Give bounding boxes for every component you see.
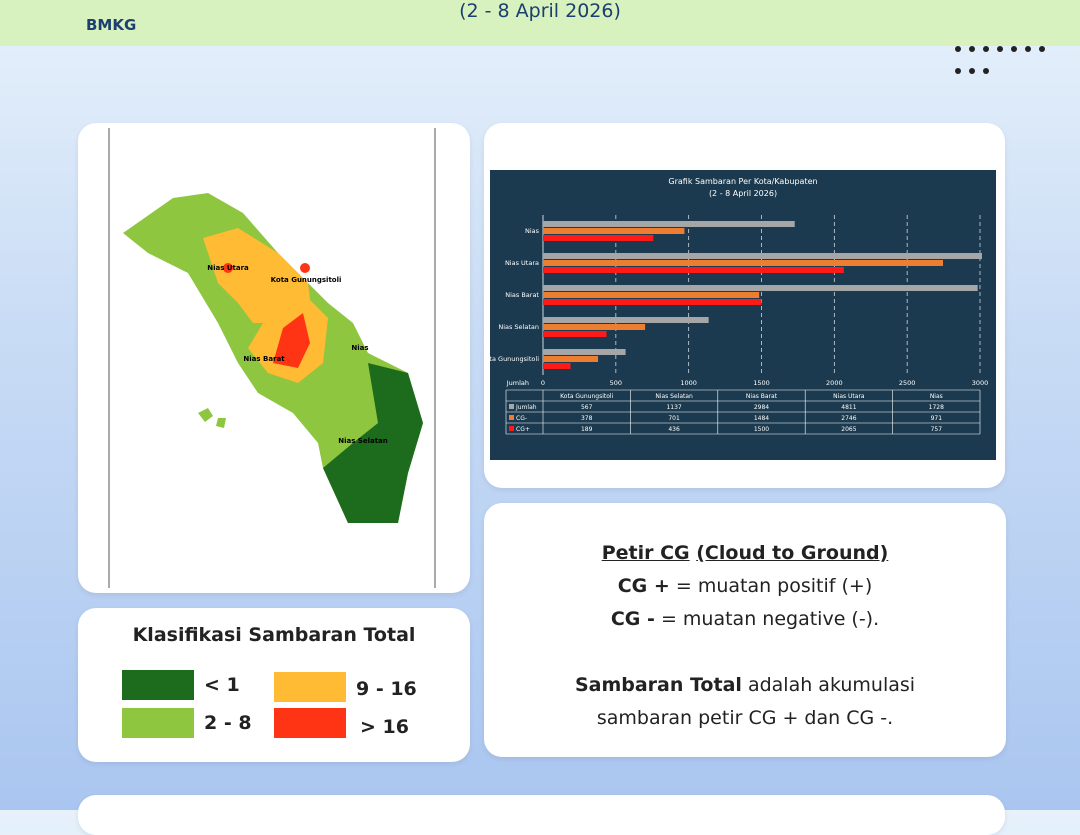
map-label: Nias Selatan xyxy=(338,437,388,445)
table-value: 1137 xyxy=(666,404,681,411)
bar xyxy=(543,253,982,259)
info-text: adalah akumulasi xyxy=(747,674,916,696)
map-label: Kota Gunungsitoli xyxy=(271,276,342,284)
table-value: 757 xyxy=(931,426,943,433)
table-header: Nias xyxy=(930,393,943,400)
bar xyxy=(543,221,795,227)
bar xyxy=(543,285,978,291)
table-value: 1728 xyxy=(929,404,944,411)
table-value: 2746 xyxy=(841,415,856,422)
x-axis-label: Jumlah xyxy=(506,379,529,387)
legend-label: Jumlah xyxy=(515,404,537,411)
bar xyxy=(543,267,844,273)
chart: Grafik Sambaran Per Kota/Kabupaten (2 - … xyxy=(482,170,996,460)
x-tick-label: 2500 xyxy=(899,379,916,387)
legend-label: CG- xyxy=(516,415,527,422)
next-card xyxy=(78,795,1005,835)
x-tick-label: 1500 xyxy=(753,379,770,387)
x-tick-label: 2000 xyxy=(826,379,843,387)
legend-label: 2 - 8 xyxy=(204,712,252,734)
table-value: 189 xyxy=(581,426,593,433)
info-text: = muatan positif (+) xyxy=(675,575,873,597)
table-header: Nias Utara xyxy=(833,393,865,400)
table-value: 1484 xyxy=(754,415,769,422)
x-tick-label: 1000 xyxy=(680,379,697,387)
info-text: sambaran petir CG + dan CG -. xyxy=(596,707,894,729)
y-tick-label: Nias Utara xyxy=(505,259,539,267)
table-header: Nias Barat xyxy=(746,393,778,400)
bar xyxy=(543,299,762,305)
bar xyxy=(543,363,571,369)
legend-label: < 1 xyxy=(204,674,240,696)
bar xyxy=(543,260,944,266)
legend-card: Klasifikasi Sambaran Total < 1 2 - 8 9 - 1… xyxy=(78,608,470,762)
bar xyxy=(543,331,607,337)
chart-title: Grafik Sambaran Per Kota/Kabupaten xyxy=(668,177,817,186)
info-heading: (Cloud to Ground) xyxy=(696,542,889,564)
bar xyxy=(543,228,685,234)
table-value: 1500 xyxy=(754,426,769,433)
info-term: CG - xyxy=(610,608,655,630)
map: Nias Utara Kota Gunungsitoli Nias Barat … xyxy=(108,128,436,588)
bar xyxy=(543,349,626,355)
legend-title: Klasifikasi Sambaran Total xyxy=(132,624,416,646)
info-heading: Petir CG xyxy=(601,542,690,564)
legend-label: CG+ xyxy=(516,426,530,433)
info-term: CG + xyxy=(617,575,670,597)
table-value: 378 xyxy=(581,415,593,422)
chart-subtitle: (2 - 8 April 2026) xyxy=(709,189,777,198)
x-tick-label: 0 xyxy=(541,379,545,387)
decor-dots xyxy=(955,46,1065,90)
table-value: 4811 xyxy=(841,404,856,411)
legend-swatch xyxy=(509,404,514,409)
info-card: Petir CG (Cloud to Ground) CG + = muatan… xyxy=(484,503,1006,757)
legend-label: > 16 xyxy=(360,716,409,738)
legend-label: 9 - 16 xyxy=(356,678,417,700)
map-card: Nias Utara Kota Gunungsitoli Nias Barat … xyxy=(78,123,470,593)
x-tick-label: 500 xyxy=(610,379,622,387)
legend-swatch xyxy=(509,426,514,431)
map-label: Nias Utara xyxy=(207,264,249,272)
legend-swatch xyxy=(122,670,194,700)
table-value: 436 xyxy=(668,426,680,433)
legend-swatch xyxy=(122,708,194,738)
legend-swatch xyxy=(274,708,346,738)
info-text: = muatan negative (-). xyxy=(660,608,880,630)
table-header: Nias Selatan xyxy=(655,393,693,400)
bars xyxy=(543,221,982,369)
page: {"header":{"logo":"BMKG","date":"(2 - 8 … xyxy=(0,0,1080,810)
table-header: Kota Gunungsitoli xyxy=(560,393,613,400)
x-tick-label: 3000 xyxy=(972,379,989,387)
info-text: Petir CG (Cloud to Ground) CG + = muatan… xyxy=(484,537,1006,735)
y-tick-label: Nias Selatan xyxy=(498,323,539,331)
map-label: Nias Barat xyxy=(243,355,285,363)
bar xyxy=(543,235,654,241)
bar xyxy=(543,292,760,298)
bar xyxy=(543,324,646,330)
y-tick-label: Nias Barat xyxy=(505,291,539,299)
table-value: 567 xyxy=(581,404,593,411)
map-label: Nias xyxy=(351,344,368,352)
table-value: 701 xyxy=(668,415,680,422)
chart-card: Grafik Sambaran Per Kota/Kabupaten (2 - … xyxy=(482,123,1005,488)
legend-swatch xyxy=(274,672,346,702)
table-value: 2065 xyxy=(841,426,856,433)
bar xyxy=(543,317,709,323)
info-term: Sambaran Total xyxy=(574,674,742,696)
y-tick-label: Kota Gunungsitoli xyxy=(484,355,539,363)
logo: BMKG xyxy=(86,16,137,34)
y-tick-label: Nias xyxy=(525,227,540,235)
header-date: (2 - 8 April 2026) xyxy=(459,0,621,22)
header: BMKG (2 - 8 April 2026) xyxy=(0,0,1080,46)
legend-swatch xyxy=(509,415,514,420)
table-value: 971 xyxy=(931,415,943,422)
table-value: 2984 xyxy=(754,404,769,411)
bar xyxy=(543,356,599,362)
